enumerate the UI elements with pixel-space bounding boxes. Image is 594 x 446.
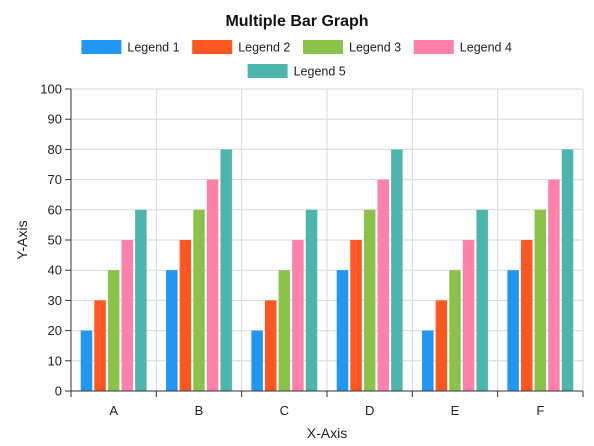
bar-A-series-3 <box>107 270 120 391</box>
bar-E-series-1 <box>422 330 434 391</box>
bar-F-series-3 <box>534 209 547 391</box>
legend-label-5: Legend 5 <box>294 65 346 79</box>
bar-C-series-2 <box>264 300 277 391</box>
bar-F-series-4 <box>548 179 560 391</box>
bar-A-series-2 <box>94 300 106 391</box>
y-tick-label-8: 80 <box>48 142 62 157</box>
legend-label-2: Legend 2 <box>238 41 290 55</box>
bar-B-series-4 <box>206 179 219 391</box>
legend-swatch-1 <box>81 40 122 54</box>
bar-F-series-1 <box>507 270 519 391</box>
bar-B-series-2 <box>179 240 192 391</box>
x-tick-label-B: B <box>195 403 204 418</box>
x-tick-label-D: D <box>365 403 374 418</box>
chart-title: Multiple Bar Graph <box>225 13 368 30</box>
bar-D-series-1 <box>336 270 349 391</box>
x-tick-label-A: A <box>109 403 118 418</box>
gridlines <box>71 88 584 392</box>
bar-F-series-2 <box>520 240 533 391</box>
bar-B-series-1 <box>166 270 178 391</box>
x-tick-label-E: E <box>451 403 460 418</box>
x-axis-ticks: A B C D E F <box>70 391 584 418</box>
legend-swatch-2 <box>192 40 233 54</box>
legend-item-2[interactable]: Legend 2 <box>192 40 290 55</box>
bar-A-series-1 <box>80 330 93 391</box>
bar-E-series-4 <box>462 240 475 391</box>
y-tick-label-1: 10 <box>48 353 62 368</box>
bar-C-series-1 <box>251 330 263 391</box>
bar-C-series-3 <box>278 270 291 391</box>
bar-D-series-5 <box>391 149 403 391</box>
y-tick-label-2: 20 <box>48 323 62 338</box>
bar-A-series-5 <box>135 209 147 391</box>
y-tick-label-7: 70 <box>48 172 62 187</box>
y-tick-label-3: 30 <box>48 293 62 308</box>
bar-A-series-4 <box>121 240 134 391</box>
y-tick-label-9: 90 <box>48 112 62 127</box>
y-tick-label-10: 100 <box>40 82 62 97</box>
bar-C-series-4 <box>292 240 304 391</box>
bar-E-series-2 <box>435 300 448 391</box>
y-axis-ticks: 0 10 20 30 40 50 60 70 80 90 100 <box>40 82 71 399</box>
bars <box>80 149 574 391</box>
bar-C-series-5 <box>305 209 318 391</box>
bar-B-series-3 <box>193 209 205 391</box>
legend-item-3[interactable]: Legend 3 <box>303 40 401 55</box>
legend-swatch-5 <box>247 64 288 78</box>
legend-swatch-3 <box>303 40 343 54</box>
x-axis-title: X-Axis <box>307 425 347 441</box>
legend-item-4[interactable]: Legend 4 <box>413 40 512 55</box>
legend-label-1: Legend 1 <box>127 41 179 55</box>
y-tick-label-4: 40 <box>48 263 62 278</box>
bar-F-series-5 <box>561 149 574 391</box>
legend-swatch-4 <box>413 40 454 54</box>
legend-label-3: Legend 3 <box>349 41 401 55</box>
bar-D-series-3 <box>363 209 376 391</box>
bar-E-series-3 <box>449 270 461 391</box>
legend-item-5[interactable]: Legend 5 <box>247 64 346 79</box>
bar-B-series-5 <box>220 149 232 391</box>
legend: Legend 1 Legend 2 Legend 3 Legend 4 Legend 5 <box>81 40 512 79</box>
y-tick-label-0: 0 <box>55 384 62 399</box>
y-tick-label-6: 60 <box>48 202 62 217</box>
y-axis-title: Y-Axis <box>14 220 30 259</box>
bar-D-series-4 <box>377 179 390 391</box>
axes <box>65 89 583 397</box>
x-tick-label-C: C <box>280 403 289 418</box>
bar-E-series-5 <box>476 209 488 391</box>
y-tick-label-5: 50 <box>48 233 62 248</box>
bar-D-series-2 <box>350 240 362 391</box>
x-tick-label-F: F <box>536 403 544 418</box>
legend-label-4: Legend 4 <box>460 41 512 55</box>
legend-item-1[interactable]: Legend 1 <box>81 40 180 55</box>
